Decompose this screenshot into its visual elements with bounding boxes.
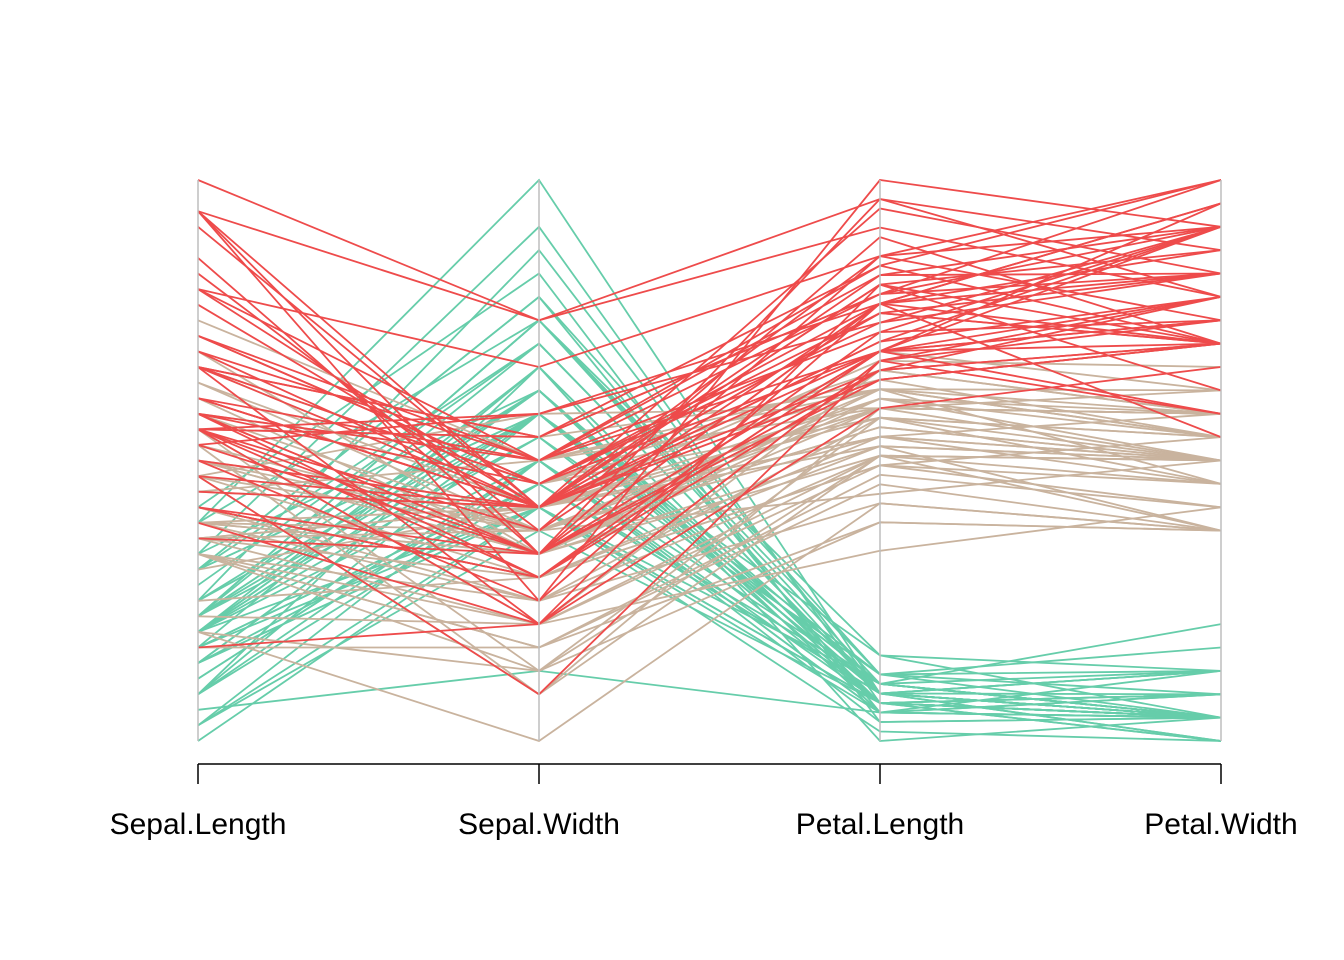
- series-line-setosa-42: [197, 669, 1222, 714]
- series-line-setosa-43: [197, 459, 1222, 727]
- axis-label-petal-width: Petal.Width: [1144, 808, 1297, 841]
- series-line-versicolor-49: [197, 506, 1222, 626]
- series-line-virginica-1: [197, 179, 1222, 439]
- series-line-virginica-18: [197, 198, 1222, 322]
- series-line-virginica-47: [197, 319, 1222, 626]
- series-line-setosa-14: [197, 506, 1222, 742]
- dimension-labels: Sepal.Length Sepal.Width Petal.Length Pe…: [110, 808, 1298, 841]
- series-line-versicolor-44: [197, 521, 1222, 672]
- polylines-layer: [197, 178, 1222, 742]
- series-line-virginica-12: [197, 319, 1222, 579]
- series-line-versicolor-40: [197, 454, 1222, 626]
- series-line-versicolor-41: [197, 416, 1222, 602]
- series-line-setosa-47: [197, 319, 1222, 719]
- series-line-virginica-22: [197, 296, 1222, 555]
- series-line-setosa-49: [197, 342, 1222, 719]
- series-line-versicolor-46: [197, 435, 1222, 524]
- series-line-versicolor-48: [197, 426, 1222, 532]
- series-line-virginica-26: [197, 264, 1222, 462]
- series-line-versicolor-32: [197, 483, 1222, 649]
- series-line-virginica-50: [197, 342, 1222, 509]
- series-line-virginica-45: [197, 179, 1222, 439]
- series-line-virginica-49: [197, 225, 1222, 446]
- series-line-virginica-43: [197, 319, 1222, 579]
- axis-label-petal-length: Petal.Length: [796, 808, 964, 841]
- series-line-virginica-42: [197, 225, 1222, 485]
- series-line-virginica-36: [197, 210, 1222, 509]
- axis-label-sepal-width: Sepal.Width: [458, 808, 620, 841]
- axis-label-sepal-length: Sepal.Length: [110, 808, 287, 841]
- series-line-virginica-41: [197, 202, 1222, 485]
- series-line-virginica-35: [197, 302, 1222, 602]
- dimension-tick-axis: [197, 763, 1222, 784]
- series-line-virginica-38: [197, 312, 1222, 485]
- series-line-virginica-48: [197, 296, 1222, 509]
- series-line-setosa-44: [197, 389, 1222, 685]
- series-line-virginica-10: [197, 179, 1222, 368]
- series-line-virginica-30: [197, 283, 1222, 509]
- series-line-virginica-20: [197, 359, 1222, 696]
- series-line-versicolor-38: [197, 416, 1222, 673]
- series-line-versicolor-50: [197, 445, 1222, 555]
- series-line-virginica-32: [197, 179, 1222, 322]
- series-line-virginica-23: [197, 197, 1222, 556]
- vertical-axes-layer: [197, 180, 1222, 741]
- series-line-virginica-39: [197, 342, 1222, 509]
- series-line-versicolor-30: [197, 502, 1222, 602]
